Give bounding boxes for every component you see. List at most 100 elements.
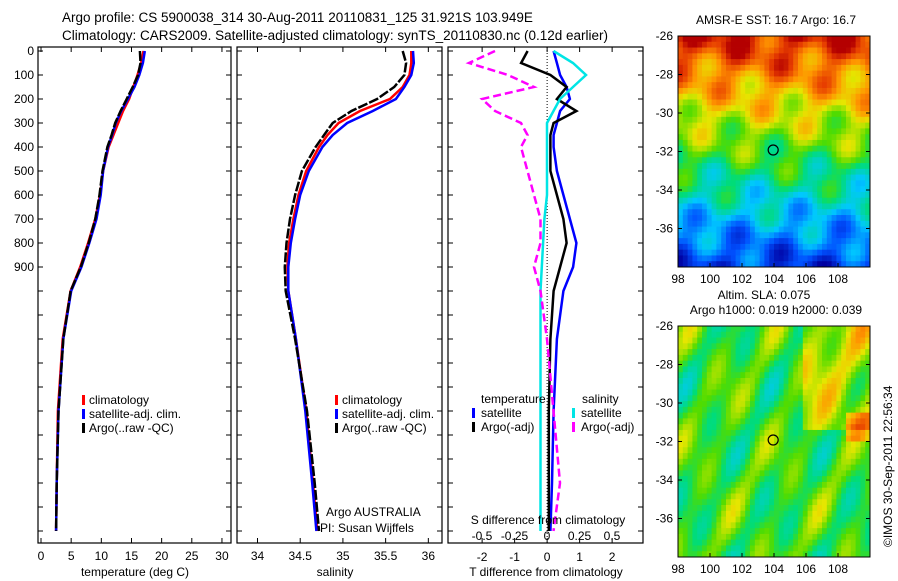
legend-header-temperature: temperature	[481, 392, 546, 406]
legend-swatch	[572, 408, 575, 418]
lat-tick-label: -30	[656, 106, 674, 120]
lat-tick-label: -28	[656, 68, 674, 82]
legend-label: Argo(-adj)	[581, 420, 634, 434]
x-tick-label: 0	[38, 549, 45, 563]
legend-label: Argo(..raw -QC)	[342, 421, 427, 435]
y-tick-label: 700	[14, 212, 34, 226]
argo-location-marker	[767, 144, 779, 156]
sdiff-xlabel: S difference from climatology	[471, 513, 626, 527]
legend-swatch	[472, 408, 475, 418]
lon-tick-label: 98	[671, 272, 685, 286]
lon-tick-label: 106	[796, 562, 816, 576]
y-tick-label: 300	[14, 116, 34, 130]
x-tick-label: 20	[155, 549, 169, 563]
figure-title-line1: Argo profile: CS 5900038_314 30-Aug-2011…	[62, 10, 533, 25]
y-tick-label: 800	[14, 236, 34, 250]
series-line-argo-raw-qc-	[283, 50, 408, 532]
lat-tick-label: -36	[656, 222, 674, 236]
sla-map-title: Altim. SLA: 0.075	[718, 288, 811, 302]
legend-swatch	[335, 395, 338, 405]
lon-tick-label: 100	[700, 562, 720, 576]
series-line-satellite-adj-clim-	[287, 50, 416, 532]
lon-tick-label: 102	[732, 562, 752, 576]
lon-tick-label: 102	[732, 272, 752, 286]
x-tick-label: -2	[477, 550, 488, 564]
salinity-panel: 34 34.5 35 35.5 36 climatologysatellite-adj. …	[236, 46, 443, 563]
legend-label: climatology	[342, 393, 402, 407]
x-tick-label: 34.5	[289, 549, 313, 563]
lon-tick-label: 104	[764, 562, 784, 576]
legend-label: satellite	[581, 406, 622, 420]
y-tick-label: 400	[14, 140, 34, 154]
temperature-xlabel: temperature (deg C)	[81, 565, 189, 579]
plot-frame	[37, 46, 232, 544]
lon-tick-label: 100	[700, 272, 720, 286]
legend-swatch	[82, 409, 85, 419]
legend-swatch	[572, 422, 575, 432]
sst-map: 98 100 102 104 106 108 -26 -28 -30 -32 -34 -36	[656, 29, 871, 286]
figure-title-line2: Climatology: CARS2009. Satellite-adjuste…	[62, 28, 608, 43]
imos-credit: ©IMOS 30-Sep-2011 22:56:34	[881, 385, 895, 547]
difference-panel: -2-1012-0.5-0.2500.250.5temperaturesalin…	[447, 46, 644, 564]
series-line-t-argo-adj-	[519, 50, 579, 531]
legend-swatch	[472, 422, 475, 432]
x-tick-label: 35.5	[374, 549, 398, 563]
sst-map-title: AMSR-E SST: 16.7 Argo: 16.7	[696, 13, 856, 27]
legend-label: satellite-adj. clim.	[89, 407, 181, 421]
x-tick-label: 0	[544, 550, 551, 564]
x-tick-label: 1	[576, 550, 583, 564]
lat-tick-label: -30	[656, 396, 674, 410]
lat-tick-label: -26	[656, 29, 674, 43]
legend-swatch	[82, 423, 85, 433]
argo-location-marker	[767, 434, 779, 446]
argo-country-annotation: Argo AUSTRALIA	[326, 505, 421, 519]
s-tick-label: 0.25	[568, 529, 592, 543]
y-tick-label: 100	[14, 68, 34, 82]
lon-tick-label: 104	[764, 272, 784, 286]
legend-swatch	[335, 409, 338, 419]
s-tick-label: 0.5	[604, 529, 621, 543]
lat-tick-label: -36	[656, 512, 674, 526]
lat-tick-label: -32	[656, 145, 674, 159]
legend-label: Argo(-adj)	[481, 420, 534, 434]
legend-label: climatology	[89, 393, 149, 407]
y-tick-label: 500	[14, 164, 34, 178]
lat-tick-label: -28	[656, 358, 674, 372]
x-tick-label: 34	[251, 549, 265, 563]
series-line-argo-raw-qc-	[54, 50, 142, 532]
s-tick-label: -0.5	[472, 529, 493, 543]
x-tick-label: 36	[422, 549, 436, 563]
salinity-xlabel: salinity	[317, 565, 354, 579]
lat-tick-label: -32	[656, 435, 674, 449]
plot-frame	[447, 46, 644, 544]
legend-swatch	[82, 395, 85, 405]
y-tick-label: 200	[14, 92, 34, 106]
sla-map-subtitle: Argo h1000: 0.019 h2000: 0.039	[690, 303, 862, 317]
y-tick-label: 600	[14, 188, 34, 202]
lon-tick-label: 98	[671, 562, 685, 576]
y-tick-label: 0	[27, 44, 34, 58]
pi-annotation: PI: Susan Wijffels	[320, 521, 414, 535]
lon-tick-label: 108	[828, 562, 848, 576]
series-line-s-argo-adj-	[465, 49, 562, 532]
x-tick-label: 25	[185, 549, 199, 563]
legend-label: satellite-adj. clim.	[342, 407, 434, 421]
legend-header-salinity: salinity	[582, 392, 619, 406]
legend-label: satellite	[481, 406, 522, 420]
sla-map: 98 100 102 104 106 108 -26 -28 -30 -32 -34 -36	[656, 319, 871, 576]
lat-tick-label: -34	[656, 183, 674, 197]
x-tick-label: 10	[95, 549, 109, 563]
lat-tick-label: -34	[656, 473, 674, 487]
tdiff-xlabel: T difference from climatology	[469, 565, 623, 579]
temperature-panel: 0 100 200 300 400 500 600 700 800 900 0 5 10 15 20 25 30…	[14, 44, 232, 563]
x-tick-label: 15	[125, 549, 139, 563]
plot-frame	[236, 46, 443, 544]
s-tick-label: -0.25	[501, 529, 529, 543]
x-tick-label: 2	[609, 550, 616, 564]
x-tick-label: 30	[215, 549, 229, 563]
series-line-s-satellite	[539, 49, 588, 531]
lat-tick-label: -26	[656, 319, 674, 333]
x-tick-label: 35	[336, 549, 350, 563]
x-tick-label: 5	[68, 549, 75, 563]
